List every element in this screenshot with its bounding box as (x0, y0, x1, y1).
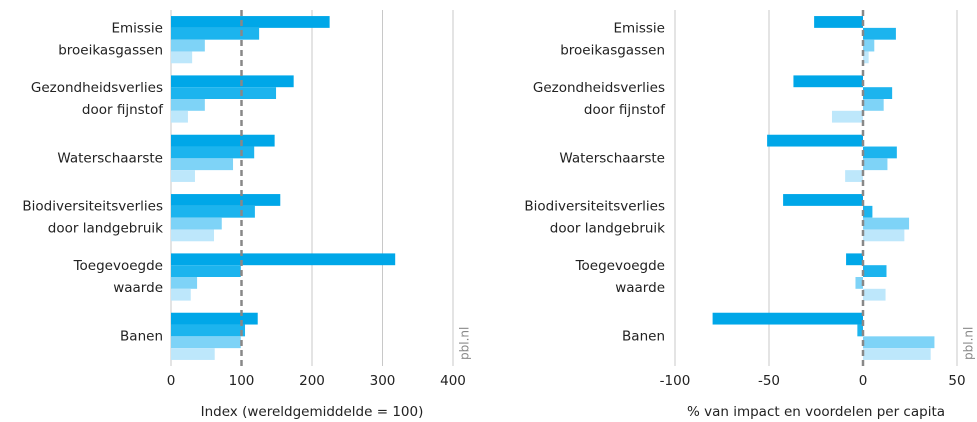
bar (863, 146, 897, 159)
bar (171, 312, 258, 325)
bar (831, 110, 863, 123)
category-label: waarde (113, 280, 163, 296)
category-label: Emissie (613, 21, 665, 37)
bar (863, 348, 931, 360)
bar (171, 229, 215, 242)
bar (171, 194, 281, 206)
bar (171, 170, 195, 182)
bar (863, 265, 887, 277)
category-label: door landgebruik (550, 221, 665, 237)
bar (171, 336, 241, 349)
category-label: Toegevoegde (73, 258, 163, 274)
bar (863, 205, 873, 218)
x-tick-label: 0 (167, 373, 176, 389)
bar (863, 99, 884, 111)
bar (171, 87, 277, 99)
bar (845, 170, 863, 182)
bar (863, 288, 886, 301)
category-label: Biodiversiteitsverlies (524, 199, 665, 215)
bar (863, 39, 875, 52)
bar (171, 16, 330, 28)
category-label: Banen (120, 328, 163, 344)
bar (846, 253, 863, 266)
x-axis-label: % van impact en voordelen per capita (687, 404, 945, 420)
x-tick-label: 100 (229, 373, 255, 389)
bar (171, 288, 191, 301)
category-label: broeikasgassen (58, 43, 163, 59)
bar (171, 253, 396, 266)
category-label: Gezondheidsverlies (31, 80, 163, 96)
bar (863, 217, 910, 230)
bar (863, 229, 905, 242)
bar (863, 158, 888, 171)
x-tick-label: -100 (660, 373, 691, 389)
bar (793, 75, 863, 88)
annotation: pbl.nl (962, 327, 976, 360)
bar (171, 277, 198, 289)
annotation: pbl.nl (458, 327, 472, 360)
bar (863, 27, 896, 40)
bar (171, 158, 234, 171)
category-label: waarde (615, 280, 665, 296)
category-label: Biodiversiteitsverlies (22, 199, 163, 215)
bar (171, 134, 275, 147)
x-tick-label: 200 (299, 373, 325, 389)
bar (171, 348, 215, 360)
bar (171, 205, 255, 218)
bar (171, 99, 205, 111)
category-label: Emissie (111, 21, 163, 37)
bar (857, 324, 863, 337)
x-tick-label: 300 (370, 373, 396, 389)
bar (171, 265, 241, 277)
category-label: door fijnstof (584, 102, 666, 118)
category-label: Waterschaarste (559, 150, 665, 166)
bar (767, 134, 863, 147)
x-tick-label: -50 (758, 373, 780, 389)
x-axis-label: Index (wereldgemiddelde = 100) (201, 404, 424, 420)
bar (171, 324, 246, 337)
category-label: Toegevoegde (575, 258, 665, 274)
bar (863, 87, 893, 99)
bar (171, 39, 205, 52)
x-tick-label: 50 (948, 373, 965, 389)
bar (814, 16, 863, 28)
category-label: broeikasgassen (560, 43, 665, 59)
category-label: door landgebruik (48, 221, 163, 237)
bar (171, 27, 260, 40)
bar (863, 51, 869, 64)
category-label: Waterschaarste (57, 150, 163, 166)
bar (783, 194, 863, 206)
x-tick-label: 0 (859, 373, 868, 389)
bar (855, 277, 863, 289)
x-tick-label: 400 (440, 373, 466, 389)
bar (171, 75, 294, 88)
bar (712, 312, 863, 325)
category-label: door fijnstof (82, 102, 164, 118)
bar (863, 336, 935, 349)
category-label: Banen (622, 328, 665, 344)
bar (171, 110, 188, 123)
category-label: Gezondheidsverlies (533, 80, 665, 96)
bar (171, 217, 222, 230)
bar (171, 51, 193, 64)
bar (171, 146, 255, 159)
